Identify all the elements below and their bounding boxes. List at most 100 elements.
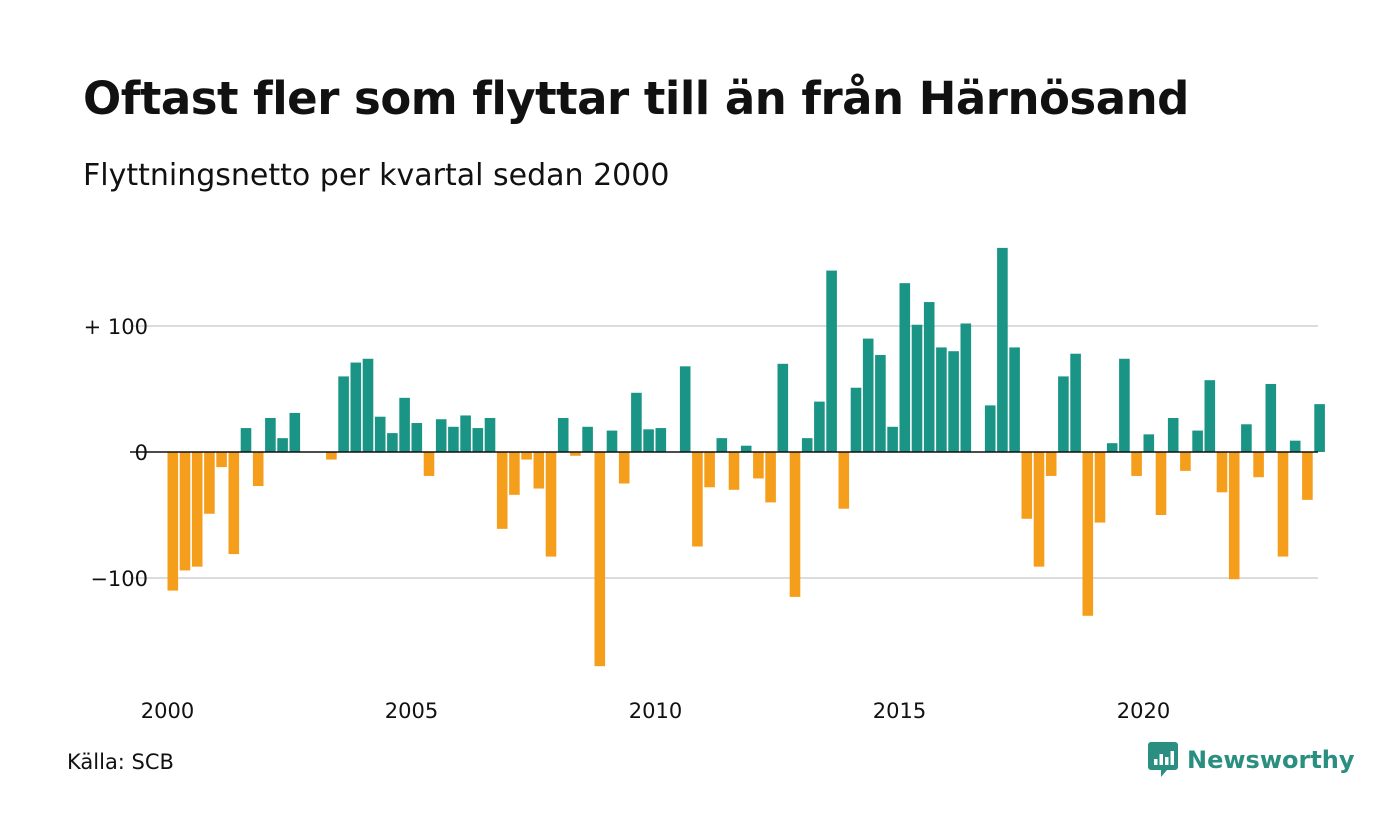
bar <box>521 452 532 460</box>
bar <box>631 392 642 452</box>
bar <box>533 452 545 489</box>
y-tick-label: −100 <box>90 567 148 591</box>
bar <box>801 438 813 452</box>
bar <box>643 429 654 452</box>
bar <box>423 452 435 476</box>
bar <box>984 405 996 452</box>
bar <box>1009 347 1020 452</box>
x-tick-label: 2010 <box>629 699 682 723</box>
bar <box>753 452 764 479</box>
bar <box>448 426 459 452</box>
x-tick-label: 2005 <box>385 699 438 723</box>
bar <box>240 428 252 452</box>
bar <box>850 387 862 452</box>
bar <box>167 452 179 591</box>
bar <box>179 452 191 571</box>
y-tick-label: 0 <box>135 441 148 465</box>
bar <box>1033 452 1045 567</box>
bar <box>435 419 447 452</box>
bar <box>326 452 337 460</box>
bar <box>1228 452 1240 580</box>
bar <box>1265 383 1277 452</box>
bar <box>814 401 825 452</box>
bar <box>496 452 508 529</box>
bar <box>740 445 752 452</box>
bar <box>777 363 789 452</box>
bar <box>484 417 496 452</box>
brand-name: Newsworthy <box>1187 746 1355 774</box>
bar <box>350 362 362 452</box>
bar <box>228 452 240 555</box>
bar <box>216 452 227 468</box>
bar <box>557 417 569 452</box>
bar <box>277 438 288 452</box>
bar <box>948 351 959 452</box>
bar <box>545 452 557 557</box>
bar <box>374 416 386 452</box>
bar <box>1289 440 1301 452</box>
bar <box>875 354 886 452</box>
x-tick-label: 2015 <box>873 699 926 723</box>
bar <box>1021 452 1033 519</box>
bar <box>923 302 935 452</box>
bar <box>862 338 874 452</box>
bar <box>1180 452 1191 471</box>
gridlines <box>130 325 1318 579</box>
bar <box>1204 380 1216 452</box>
bar <box>362 358 374 452</box>
source-note: Källa: SCB <box>67 750 174 774</box>
bar <box>728 452 740 490</box>
bar <box>1094 452 1106 523</box>
bar <box>472 428 484 452</box>
bar <box>838 452 850 509</box>
bar <box>655 428 667 452</box>
bar <box>1216 452 1228 493</box>
bar <box>570 452 581 456</box>
bar <box>1106 443 1118 452</box>
chart-subtitle: Flyttningsnetto per kvartal sedan 2000 <box>83 158 670 193</box>
x-tick-label: 2000 <box>141 699 194 723</box>
bar <box>191 452 203 567</box>
y-tick-label: + 100 <box>84 315 148 339</box>
bar <box>289 412 301 452</box>
bar <box>1167 417 1179 452</box>
bars <box>167 247 1325 667</box>
bar <box>606 430 618 452</box>
bar <box>1058 376 1069 452</box>
bar <box>618 452 630 484</box>
bar <box>338 376 349 452</box>
bar <box>899 283 911 452</box>
newsworthy-logo: Newsworthy <box>1148 742 1355 778</box>
x-tick-label: 2020 <box>1117 699 1170 723</box>
bar <box>997 247 1008 452</box>
bar <box>1155 452 1167 515</box>
bar <box>594 452 606 667</box>
bar <box>1277 452 1289 557</box>
chart-title: Oftast fler som flyttar till än från Här… <box>83 72 1189 125</box>
bar <box>936 347 947 452</box>
bar <box>265 417 276 452</box>
bar <box>399 397 410 452</box>
bar <box>411 423 423 452</box>
bar <box>582 426 593 452</box>
bar <box>387 433 398 452</box>
bar <box>1082 452 1094 616</box>
bar <box>204 452 215 514</box>
bar <box>1070 353 1081 452</box>
bar <box>1253 452 1264 478</box>
bar <box>789 452 801 597</box>
bar <box>826 270 837 452</box>
bar <box>1119 358 1130 452</box>
bar <box>704 452 715 488</box>
newsworthy-chat-bars-icon <box>1148 742 1178 777</box>
bar <box>509 452 520 495</box>
bar <box>252 452 264 487</box>
bar <box>1143 434 1155 452</box>
bar <box>1302 452 1313 500</box>
bar <box>692 452 703 547</box>
bar <box>960 323 972 452</box>
bar <box>1314 404 1325 452</box>
bar <box>679 366 691 452</box>
bar <box>1131 452 1142 476</box>
